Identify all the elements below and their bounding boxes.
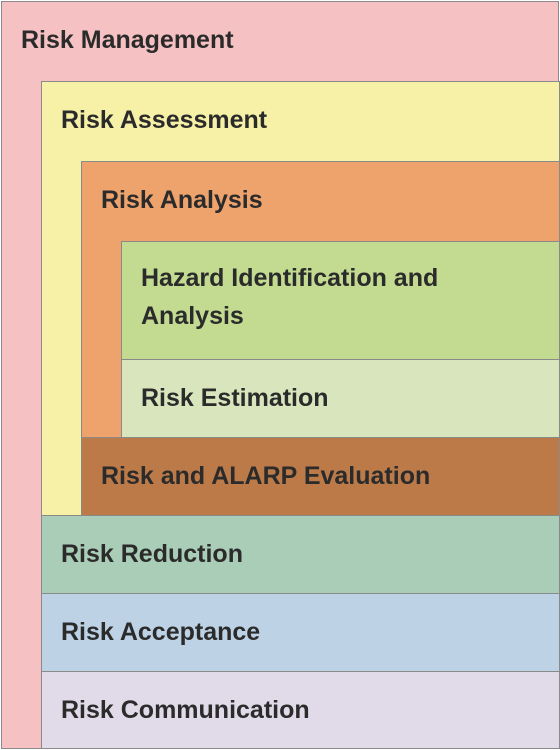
risk-reduction-label: Risk Reduction [61,540,243,568]
risk-management-label: Risk Management [21,26,234,54]
risk-communication-box [41,671,560,749]
risk-acceptance-label: Risk Acceptance [61,618,261,646]
risk-communication-label: Risk Communication [61,696,310,724]
risk-assessment-label: Risk Assessment [61,106,268,134]
risk-alarp-evaluation-label: Risk and ALARP Evaluation [101,462,431,490]
risk-acceptance-box [41,593,560,672]
risk-analysis-label: Risk Analysis [101,186,263,214]
risk-estimation-box [121,359,560,438]
risk-estimation-label: Risk Estimation [141,384,329,412]
risk-reduction-box [41,515,560,594]
hazard-identification-box [121,241,560,360]
risk-alarp-evaluation-box [81,437,560,516]
hazard-identification-label: Hazard Identification and Analysis [141,264,439,330]
